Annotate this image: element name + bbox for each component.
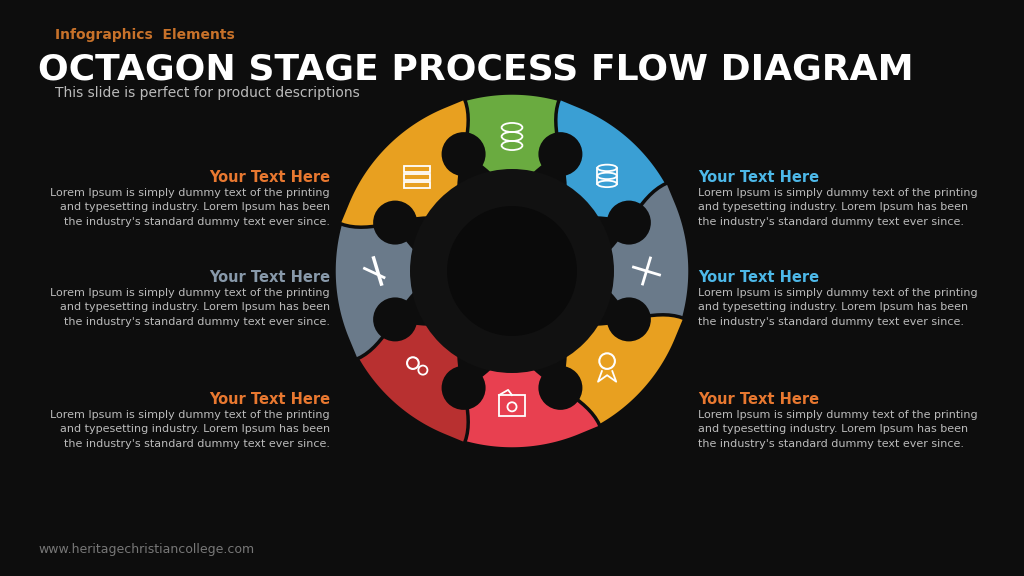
Polygon shape (565, 183, 690, 359)
Text: Lorem Ipsum is simply dummy text of the printing
and typesetting industry. Lorem: Lorem Ipsum is simply dummy text of the … (50, 188, 330, 227)
Circle shape (543, 302, 587, 346)
Text: Your Text Here: Your Text Here (209, 270, 330, 285)
Circle shape (437, 302, 481, 346)
Bar (403, 182, 430, 188)
Circle shape (437, 196, 481, 240)
Text: OCTAGON STAGE PROCESS FLOW DIAGRAM: OCTAGON STAGE PROCESS FLOW DIAGRAM (38, 53, 913, 87)
Text: Lorem Ipsum is simply dummy text of the printing
and typesetting industry. Lorem: Lorem Ipsum is simply dummy text of the … (698, 410, 978, 449)
Circle shape (565, 249, 609, 293)
Circle shape (373, 297, 417, 342)
Circle shape (373, 200, 417, 245)
Circle shape (539, 366, 583, 410)
Text: Your Text Here: Your Text Here (698, 392, 819, 407)
Circle shape (410, 169, 614, 373)
Polygon shape (541, 98, 685, 242)
Polygon shape (339, 98, 483, 242)
Text: www.heritagechristiancollege.com: www.heritagechristiancollege.com (38, 543, 254, 556)
Polygon shape (339, 300, 483, 444)
Polygon shape (424, 324, 600, 449)
Polygon shape (541, 300, 685, 444)
Bar (403, 166, 430, 172)
Text: Your Text Here: Your Text Here (209, 170, 330, 185)
Circle shape (607, 297, 651, 342)
Text: Your Text Here: Your Text Here (698, 270, 819, 285)
Text: Your Text Here: Your Text Here (698, 170, 819, 185)
Polygon shape (424, 93, 600, 218)
Circle shape (490, 324, 534, 368)
Polygon shape (334, 183, 459, 359)
Circle shape (539, 132, 583, 176)
Circle shape (441, 132, 485, 176)
Circle shape (442, 201, 582, 341)
Text: Your Text Here: Your Text Here (209, 392, 330, 407)
Text: This slide is perfect for product descriptions: This slide is perfect for product descri… (55, 86, 359, 100)
Text: Lorem Ipsum is simply dummy text of the printing
and typesetting industry. Lorem: Lorem Ipsum is simply dummy text of the … (50, 288, 330, 327)
Bar (499, 395, 525, 416)
Text: Infographics  Elements: Infographics Elements (55, 28, 234, 42)
Circle shape (441, 366, 485, 410)
Text: Lorem Ipsum is simply dummy text of the printing
and typesetting industry. Lorem: Lorem Ipsum is simply dummy text of the … (50, 410, 330, 449)
Circle shape (543, 196, 587, 240)
Text: Lorem Ipsum is simply dummy text of the printing
and typesetting industry. Lorem: Lorem Ipsum is simply dummy text of the … (698, 188, 978, 227)
Circle shape (607, 200, 651, 245)
Circle shape (415, 249, 459, 293)
Circle shape (490, 174, 534, 218)
Text: Lorem Ipsum is simply dummy text of the printing
and typesetting industry. Lorem: Lorem Ipsum is simply dummy text of the … (698, 288, 978, 327)
Circle shape (447, 206, 577, 336)
Bar (403, 174, 430, 180)
